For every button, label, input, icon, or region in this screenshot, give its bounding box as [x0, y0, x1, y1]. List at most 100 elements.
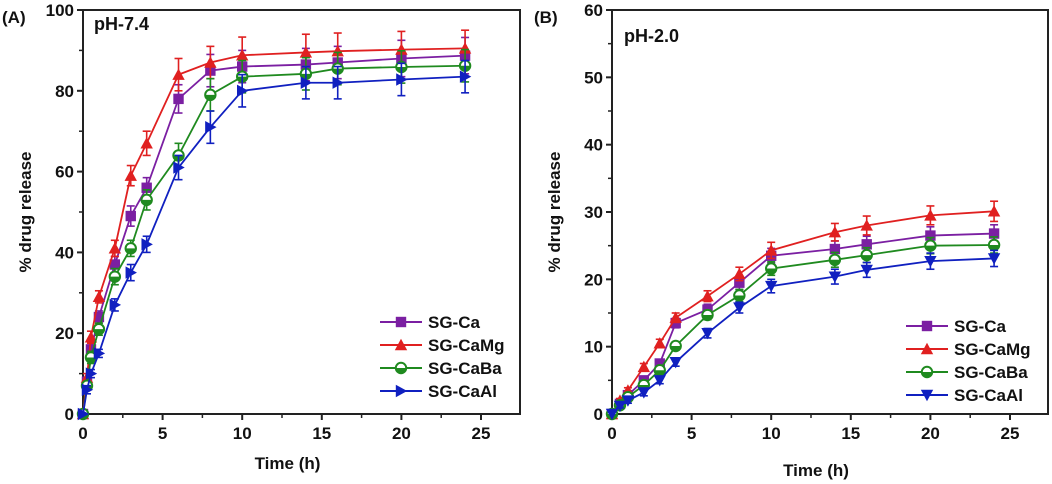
y-tick-label: 60 — [55, 163, 74, 182]
data-point — [236, 49, 249, 61]
y-tick-label: 40 — [55, 243, 74, 262]
data-point — [987, 253, 1001, 265]
data-point-fill — [205, 94, 216, 101]
data-point — [924, 255, 937, 268]
x-tick-label: 15 — [841, 424, 860, 443]
y-axis-title: % drug release — [16, 152, 35, 273]
data-point — [988, 228, 1000, 239]
data-point — [654, 358, 665, 369]
data-point — [108, 242, 122, 254]
legend-item-sg-camg: SG-CaMg — [906, 340, 1031, 359]
chart-title: pH-2.0 — [624, 26, 679, 46]
data-point — [396, 73, 408, 86]
data-point-fill — [988, 244, 1000, 251]
legend-item-sg-ca: SG-Ca — [906, 317, 1007, 336]
data-point — [140, 137, 153, 149]
data-point — [701, 289, 714, 302]
x-tick-label: 5 — [687, 424, 696, 443]
data-point-fill — [125, 248, 136, 254]
data-point — [828, 226, 842, 238]
series-sg-caal — [77, 59, 472, 421]
y-tick-label: 80 — [55, 82, 74, 101]
data-point — [141, 182, 152, 193]
series-sg-caal — [605, 249, 1001, 421]
x-axis-ticks: 0 5 10 15 20 25 — [607, 414, 1019, 443]
data-point-fill — [702, 315, 713, 321]
data-point-fill — [109, 276, 121, 282]
x-tick-label: 0 — [78, 424, 87, 443]
data-point-fill — [141, 199, 152, 206]
x-axis-title: Time (h) — [255, 454, 321, 473]
series-line — [82, 75, 466, 415]
data-point — [828, 271, 842, 283]
series-sg-caba — [76, 48, 472, 421]
y-tick-label: 60 — [584, 1, 603, 20]
data-point — [125, 210, 136, 222]
data-point — [733, 302, 746, 314]
data-point-fill — [85, 357, 97, 363]
data-point — [85, 367, 98, 380]
data-point-fill — [734, 295, 745, 301]
data-point — [300, 76, 313, 89]
legend-marker — [395, 316, 407, 328]
legend-marker-fill — [921, 372, 933, 378]
y-tick-label: 20 — [584, 270, 603, 289]
series-sg-ca — [606, 223, 1000, 420]
legend-marker — [920, 342, 934, 355]
x-tick-label: 10 — [762, 424, 781, 443]
y-tick-label: 0 — [65, 405, 74, 424]
data-point — [924, 209, 937, 221]
y-tick-label: 20 — [55, 324, 74, 343]
legend-item-sg-caal: SG-CaAl — [906, 386, 1023, 405]
x-tick-label: 0 — [607, 424, 616, 443]
data-point-fill — [670, 345, 681, 352]
data-point — [860, 264, 873, 277]
data-point — [299, 46, 313, 58]
data-point — [861, 239, 872, 250]
data-point — [605, 408, 619, 421]
data-point — [85, 344, 97, 355]
data-point-fill — [925, 245, 936, 251]
data-point — [172, 68, 185, 80]
legend-label: SG-CaMg — [954, 340, 1031, 359]
x-tick-label: 20 — [921, 424, 940, 443]
legend: SG-Ca SG-CaMg SG-CaBa SG-CaAl — [906, 317, 1031, 405]
data-point — [829, 243, 841, 255]
data-point — [987, 205, 1001, 217]
legend-item-sg-caba: SG-CaBa — [906, 363, 1028, 382]
data-point — [205, 120, 217, 134]
data-point — [860, 219, 873, 231]
x-tick-label: 15 — [312, 424, 331, 443]
data-point — [84, 331, 98, 343]
data-point — [109, 259, 121, 270]
panel-label: (B) — [534, 8, 558, 27]
legend-marker — [394, 338, 408, 351]
chart-panel-b: 0 5 10 15 20 25 0 10 20 30 40 50 60 Time (h) % drug re… — [534, 1, 1049, 480]
series-line — [82, 64, 466, 415]
data-point-fill — [654, 370, 665, 376]
data-point — [653, 375, 666, 387]
data-point — [459, 70, 472, 83]
data-point-fill — [829, 259, 841, 266]
data-point — [395, 43, 408, 55]
y-axis-ticks: 0 10 20 30 40 50 60 — [584, 1, 612, 424]
data-point — [173, 161, 185, 174]
data-point — [734, 277, 745, 288]
legend-marker-fill — [395, 368, 407, 374]
data-point — [653, 337, 666, 349]
series-line — [82, 54, 466, 415]
data-point — [237, 84, 249, 97]
series-sg-caba — [605, 236, 1001, 421]
data-point — [331, 45, 344, 57]
legend-marker — [921, 320, 933, 332]
data-point — [141, 238, 153, 251]
legend-label: SG-Ca — [954, 317, 1007, 336]
data-point — [124, 169, 137, 181]
data-point — [765, 244, 778, 256]
series-line — [611, 257, 995, 415]
panel-label: (A) — [2, 8, 26, 27]
x-axis-title: Time (h) — [783, 461, 849, 480]
legend: SG-Ca SG-CaMg SG-CaBa SG-CaAl — [380, 313, 505, 401]
chart-panel-a: 0 5 10 15 20 25 0 20 40 60 80 100 Time (h) % drug rel… — [2, 1, 521, 473]
y-tick-label: 30 — [584, 203, 603, 222]
